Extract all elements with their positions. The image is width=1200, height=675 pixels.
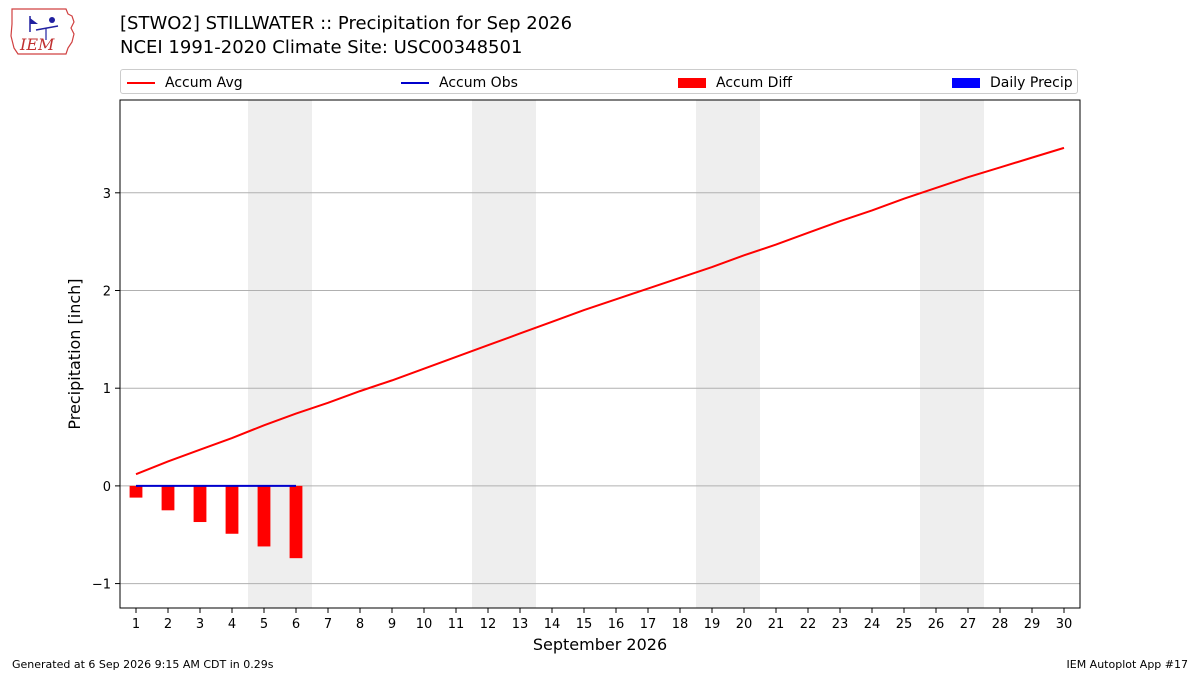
legend-label-accum-avg: Accum Avg bbox=[165, 74, 243, 91]
x-tick-label: 25 bbox=[896, 617, 913, 632]
x-tick-label: 5 bbox=[260, 617, 268, 632]
x-tick-label: 8 bbox=[356, 617, 364, 632]
x-tick-label: 2 bbox=[164, 617, 172, 632]
x-tick-label: 27 bbox=[960, 617, 977, 632]
x-tick-label: 3 bbox=[196, 617, 204, 632]
accum-diff-swatch bbox=[678, 77, 706, 88]
x-tick-label: 26 bbox=[928, 617, 945, 632]
legend-item-accum-diff: Accum Diff bbox=[678, 70, 792, 95]
y-tick-label: 3 bbox=[103, 187, 111, 202]
x-tick-label: 6 bbox=[292, 617, 300, 632]
chart-title: [STWO2] STILLWATER :: Precipitation for … bbox=[120, 13, 573, 34]
plot-frame bbox=[119, 99, 1081, 609]
iem-logo: IEM bbox=[10, 8, 75, 55]
x-tick-label: 28 bbox=[992, 617, 1009, 632]
x-tick-label: 1 bbox=[132, 617, 140, 632]
legend-label-daily-precip: Daily Precip bbox=[990, 74, 1073, 91]
x-tick-label: 9 bbox=[388, 617, 396, 632]
y-tick-label: 1 bbox=[103, 382, 111, 397]
chart-subtitle: NCEI 1991-2020 Climate Site: USC00348501 bbox=[120, 37, 523, 58]
x-tick-label: 13 bbox=[512, 617, 529, 632]
legend: Accum Avg Accum Obs Accum Diff Daily Pre… bbox=[120, 69, 1078, 94]
accum-diff-bar bbox=[289, 485, 303, 559]
x-tick-label: 11 bbox=[448, 617, 465, 632]
legend-item-accum-avg: Accum Avg bbox=[127, 70, 243, 95]
accum-diff-bar bbox=[257, 485, 271, 547]
x-tick-label: 24 bbox=[864, 617, 881, 632]
x-tick-label: 21 bbox=[768, 617, 785, 632]
x-tick-label: 4 bbox=[228, 617, 236, 632]
accum-diff-bar bbox=[225, 485, 239, 534]
x-tick-label: 30 bbox=[1056, 617, 1073, 632]
accum-diff-bar bbox=[161, 485, 175, 511]
y-tick-label: 2 bbox=[103, 285, 111, 300]
accum-diff-bar bbox=[193, 485, 207, 523]
state-outline-icon bbox=[10, 8, 75, 55]
legend-label-accum-diff: Accum Diff bbox=[716, 74, 793, 91]
daily-precip-swatch bbox=[952, 77, 980, 88]
x-axis-label: September 2026 bbox=[533, 635, 667, 654]
weekend-shade bbox=[920, 100, 952, 608]
weekend-shade bbox=[472, 100, 504, 608]
x-tick-label: 20 bbox=[736, 617, 753, 632]
x-tick-label: 15 bbox=[576, 617, 593, 632]
accum-avg-line bbox=[135, 146, 1065, 476]
legend-label-accum-obs: Accum Obs bbox=[439, 74, 518, 91]
weekend-shade bbox=[952, 100, 984, 608]
accum-avg-swatch bbox=[127, 81, 155, 84]
x-tick-label: 23 bbox=[832, 617, 849, 632]
generated-timestamp: Generated at 6 Sep 2026 9:15 AM CDT in 0… bbox=[12, 658, 274, 671]
x-tick-label: 17 bbox=[640, 617, 657, 632]
weekend-shade bbox=[504, 100, 536, 608]
x-tick-label: 7 bbox=[324, 617, 332, 632]
legend-item-daily-precip: Daily Precip bbox=[952, 70, 1073, 95]
legend-item-accum-obs: Accum Obs bbox=[401, 70, 518, 95]
accum-diff-bar bbox=[129, 485, 143, 498]
weekend-shade bbox=[728, 100, 760, 608]
x-tick-label: 10 bbox=[416, 617, 433, 632]
y-axis-label: Precipitation [inch] bbox=[65, 278, 84, 429]
y-tick-label: 0 bbox=[103, 480, 111, 495]
x-tick-label: 22 bbox=[800, 617, 817, 632]
app-credit: IEM Autoplot App #17 bbox=[1066, 658, 1189, 671]
accum-obs-swatch bbox=[401, 81, 429, 84]
x-tick-label: 19 bbox=[704, 617, 721, 632]
logo-text: IEM bbox=[19, 35, 55, 54]
y-tick-label: −1 bbox=[92, 578, 111, 593]
x-tick-label: 14 bbox=[544, 617, 561, 632]
x-tick-label: 18 bbox=[672, 617, 689, 632]
weekend-shade bbox=[696, 100, 728, 608]
x-tick-label: 12 bbox=[480, 617, 497, 632]
x-tick-label: 29 bbox=[1024, 617, 1041, 632]
x-tick-label: 16 bbox=[608, 617, 625, 632]
